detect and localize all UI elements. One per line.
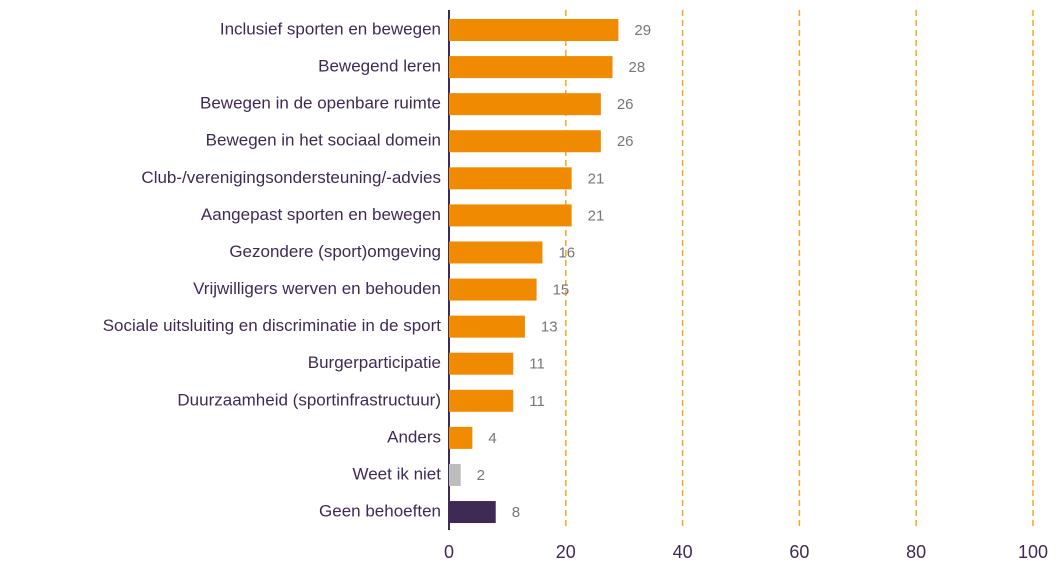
category-label: Geen behoeften [319,502,441,521]
x-tick-label: 60 [789,542,809,562]
category-label: Sociale uitsluiting en discriminatie in … [103,316,442,335]
category-label: Burgerparticipatie [308,353,441,372]
category-label: Weet ik niet [352,464,441,483]
category-label: Bewegend leren [318,57,441,76]
value-label: 8 [512,504,520,521]
value-label: 15 [553,282,570,299]
value-label: 16 [558,244,575,261]
category-label: Bewegen in de openbare ruimte [200,94,441,113]
bar [449,278,537,301]
category-label: Aangepast sporten en bewegen [201,205,441,224]
value-label: 26 [617,96,634,113]
bar [449,56,613,79]
bar [449,389,514,412]
x-tick-label: 40 [673,542,693,562]
bar [449,241,543,264]
x-tick-label: 0 [444,542,454,562]
bar [449,204,572,227]
bar [449,93,601,116]
bar [449,426,473,449]
value-label: 26 [617,133,634,150]
value-label: 21 [588,170,605,187]
value-label: 11 [529,393,545,410]
bar [449,130,601,153]
x-tick-label: 80 [906,542,926,562]
value-label: 13 [541,319,558,336]
bar [449,501,496,524]
value-label: 21 [588,207,605,224]
x-tick-label: 100 [1018,542,1048,562]
value-label: 28 [629,59,646,76]
bar [449,463,461,486]
value-label: 4 [488,430,496,447]
bar [449,19,619,41]
category-label: Club-/verenigingsondersteuning/-advies [141,168,441,187]
category-label: Anders [387,427,441,446]
category-label: Duurzaamheid (sportinfrastructuur) [177,390,441,409]
bar [449,352,514,375]
category-label: Vrijwilligers werven en behouden [193,279,441,298]
x-tick-label: 20 [556,542,576,562]
bar [449,167,572,190]
value-label: 29 [634,22,651,39]
category-label: Bewegen in het sociaal domein [206,131,441,150]
value-label: 11 [529,356,545,373]
category-label: Gezondere (sport)omgeving [229,242,441,261]
bar [449,315,525,338]
value-label: 2 [477,467,485,484]
category-label: Inclusief sporten en bewegen [220,19,441,38]
